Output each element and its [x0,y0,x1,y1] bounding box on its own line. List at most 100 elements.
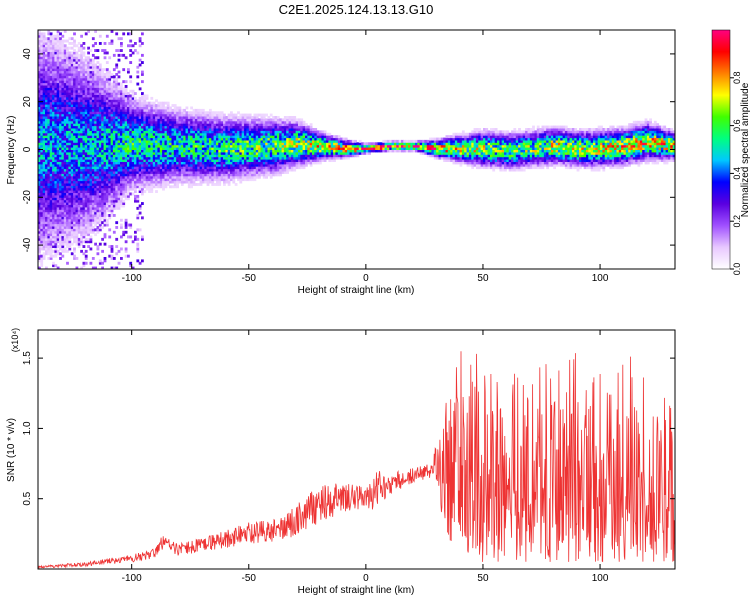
heatmap-cell [131,123,135,127]
heatmap-cell [180,159,184,162]
heatmap-cell [45,218,48,222]
heatmap-cell [164,173,168,177]
heatmap-cell [211,118,215,122]
heatmap-cell [197,113,201,117]
heatmap-cell [180,142,184,146]
heatmap-cell [138,211,142,215]
heatmap-cell [234,116,238,119]
heatmap-cell [129,183,133,186]
heatmap-cell [80,87,83,91]
heatmap-cell [77,130,81,134]
heatmap-cell [56,34,60,38]
heatmap-cell [96,163,100,167]
heatmap-cell [117,120,121,124]
heatmap-cell [103,149,107,153]
heatmap-cell [49,108,53,112]
heatmap-cell [117,116,121,119]
heatmap-cell [38,185,41,189]
heatmap-cell [112,142,116,146]
heatmap-cell [70,228,74,232]
heatmap-cell [82,199,86,203]
heatmap-cell [82,214,86,217]
heatmap-cell [66,125,69,129]
heatmap-cell [148,175,151,179]
heatmap-cell [148,106,151,110]
heatmap-cell [75,82,79,86]
heatmap-cell [152,178,156,182]
heatmap-cell [187,130,191,134]
heatmap-cell [70,204,74,208]
heatmap-cell [61,194,65,198]
heatmap-cell [61,85,65,88]
heatmap-cell [206,135,210,139]
heatmap-cell [176,178,179,182]
heatmap-cell [227,144,231,148]
heatmap-cell [101,116,104,119]
heatmap-cell [45,49,48,52]
heatmap-cell [216,168,219,172]
heatmap-cell [91,209,95,213]
heatmap-cell [124,197,128,201]
heatmap-cell [61,56,65,60]
heatmap-cell [148,163,151,167]
heatmap-cell [42,118,46,122]
heatmap-cell [178,120,182,124]
heatmap-cell [80,75,83,79]
heatmap-cell [108,156,112,160]
heatmap-cell [77,178,81,182]
heatmap-cell [122,139,126,143]
heatmap-cell [84,218,88,222]
heatmap-cell [101,87,104,91]
heatmap-cell [94,85,97,88]
heatmap-cell [127,132,130,136]
heatmap-cell [70,68,74,72]
heatmap-cell [138,39,142,43]
heatmap-cell [157,166,161,170]
heatmap-cell [77,106,81,110]
heatmap-cell [145,151,149,155]
heatmap-cell [63,61,67,64]
heatmap-cell [220,111,224,115]
heatmap-cell [164,111,168,115]
heatmap-cell [98,99,102,103]
heatmap-cell [94,108,97,112]
heatmap-cell [77,226,81,229]
heatmap-cell [251,120,254,124]
heatmap-cell [54,53,58,57]
heatmap-cell [105,106,109,110]
heatmap-cell [155,108,158,112]
heatmap-cell [80,132,83,136]
heatmap-cell [75,235,79,239]
heatmap-cell [87,216,90,220]
heatmap-cell [204,161,208,165]
heatmap-cell [166,166,170,170]
heatmap-cell [73,128,76,131]
heatmap-cell [47,242,51,246]
heatmap-cell [38,242,41,246]
heatmap-cell [42,113,46,117]
heatmap-cell [171,180,175,184]
heatmap-cell [56,51,60,55]
heatmap-cell [40,166,44,170]
heatmap-cell [98,130,102,134]
heatmap-cell [91,116,95,119]
heatmap-cell [75,111,79,115]
heatmap-cell [77,89,81,93]
heatmap-cell [89,80,93,84]
heatmap-cell [75,240,79,244]
heatmap-cell [73,113,76,117]
heatmap-cell [157,154,161,158]
heatmap-cell [218,171,222,174]
heatmap-cell [98,190,102,193]
heatmap-cell [66,68,69,72]
heatmap-cell [101,180,104,184]
heatmap-cell [136,149,140,153]
heatmap-cell [45,132,48,136]
heatmap-cell [38,147,41,150]
heatmap-cell [40,123,44,127]
heatmap-cell [204,156,208,160]
heatmap-cell [54,233,58,237]
heatmap-cell [124,123,128,127]
heatmap-cell [63,197,67,201]
heatmap-cell [52,120,55,124]
